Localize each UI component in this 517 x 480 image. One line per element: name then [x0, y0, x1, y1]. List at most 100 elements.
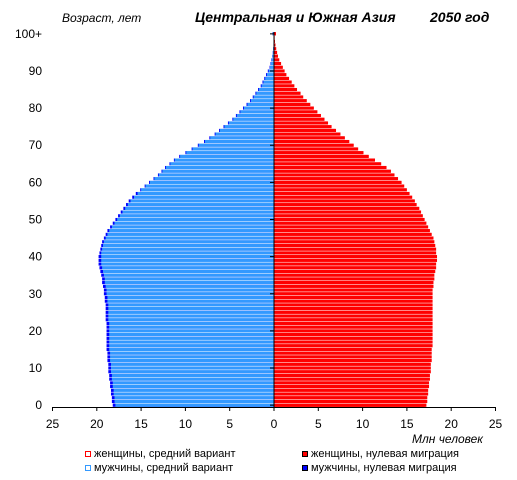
- legend-label-male-zero: мужчины, нулевая миграция: [311, 462, 457, 474]
- male-medium-bar: [104, 277, 274, 281]
- y-axis-label: Возраст, лет: [62, 11, 142, 25]
- female-medium-bar: [274, 98, 306, 103]
- male-medium-bar: [271, 58, 274, 62]
- female-medium-bar: [274, 184, 404, 188]
- male-medium-bar: [107, 295, 274, 300]
- male-medium-bar: [141, 188, 274, 192]
- male-medium-bar: [114, 399, 275, 404]
- x-tick-label: 15: [400, 417, 414, 431]
- male-medium-bar: [250, 98, 274, 103]
- male-medium-bar: [114, 221, 275, 225]
- female-medium-bar: [274, 191, 409, 196]
- male-medium-bar: [270, 65, 274, 69]
- legend-swatch-female-zero: [302, 451, 308, 457]
- female-medium-bar: [274, 329, 431, 333]
- male-medium-bar: [145, 184, 274, 188]
- female-medium-bar: [274, 121, 328, 125]
- male-medium-bar: [106, 288, 275, 292]
- legend-label-female-zero: женщины, нулевая миграция: [311, 448, 459, 460]
- female-medium-bar: [274, 358, 430, 363]
- male-medium-bar: [192, 147, 274, 151]
- legend-swatch-male-medium: [85, 465, 91, 471]
- chart-year: 2050 год: [430, 9, 490, 25]
- female-medium-bar: [274, 336, 431, 341]
- male-medium-bar: [198, 143, 274, 147]
- female-medium-bar: [274, 269, 434, 274]
- male-medium-bar: [113, 388, 274, 392]
- female-medium-bar: [274, 210, 421, 214]
- male-medium-bar: [109, 336, 274, 341]
- male-medium-bar: [107, 299, 274, 303]
- female-medium-bar: [274, 61, 281, 66]
- female-medium-bar: [274, 258, 436, 263]
- male-medium-bar: [101, 251, 274, 255]
- x-tick-label: 0: [271, 417, 278, 431]
- female-medium-bar: [274, 84, 294, 88]
- male-medium-bar: [215, 132, 274, 136]
- female-medium-bar: [274, 102, 310, 107]
- male-medium-bar: [106, 292, 275, 296]
- male-medium-bar: [270, 61, 274, 66]
- male-medium-bar: [210, 136, 274, 140]
- female-medium-bar: [274, 362, 430, 367]
- x-tick-label: 20: [90, 417, 104, 431]
- y-tick-label: 90: [29, 64, 43, 78]
- legend-item-female-medium: женщины, средний вариант: [85, 448, 236, 460]
- female-medium-bar: [274, 266, 435, 270]
- y-tick-label: 20: [29, 324, 43, 338]
- female-medium-bar: [274, 251, 435, 255]
- male-medium-bar: [109, 344, 274, 348]
- legend-item-male-zero: мужчины, нулевая миграция: [302, 462, 457, 474]
- female-medium-bar: [274, 388, 427, 392]
- male-medium-bar: [109, 321, 274, 326]
- male-medium-bar: [115, 403, 274, 407]
- male-medium-bar: [137, 191, 274, 196]
- female-medium-bar: [274, 50, 277, 55]
- x-tick-label: 5: [226, 417, 233, 431]
- male-medium-bar: [256, 91, 274, 95]
- female-medium-bar: [274, 106, 313, 110]
- female-medium-bar: [274, 295, 431, 300]
- female-medium-bar: [274, 332, 431, 337]
- male-medium-bar: [110, 358, 274, 363]
- legend-swatch-male-zero: [302, 465, 308, 471]
- male-medium-bar: [272, 54, 274, 58]
- male-medium-bar: [125, 206, 274, 211]
- male-medium-bar: [103, 273, 274, 277]
- female-medium-bar: [274, 162, 381, 166]
- y-tick-label: 0: [35, 398, 42, 412]
- female-medium-bar: [274, 139, 349, 144]
- male-medium-bar: [103, 269, 274, 274]
- female-medium-bar: [274, 236, 432, 240]
- female-medium-bar: [274, 217, 424, 222]
- male-medium-bar: [261, 84, 274, 88]
- female-medium-bar: [274, 150, 363, 155]
- female-medium-bar: [274, 143, 353, 147]
- axes: [52, 32, 496, 411]
- male-medium-bar: [102, 247, 274, 251]
- legend-item-female-zero: женщины, нулевая миграция: [302, 448, 459, 460]
- female-medium-bar: [274, 147, 358, 151]
- y-tick-label: 70: [29, 138, 43, 152]
- male-medium-bar: [228, 121, 274, 125]
- female-medium-bar: [274, 232, 431, 237]
- male-medium-bar: [108, 318, 275, 322]
- male-medium-bar: [104, 280, 274, 285]
- female-medium-bar: [274, 366, 430, 370]
- female-medium-bar: [274, 225, 428, 229]
- female-medium-bar: [274, 154, 368, 159]
- male-medium-bar: [110, 351, 274, 355]
- female-medium-bar: [274, 347, 430, 352]
- female-medium-bar: [274, 240, 433, 244]
- male-medium-bar: [110, 370, 274, 374]
- female-medium-bar: [274, 54, 278, 58]
- male-medium-bar: [109, 332, 274, 337]
- male-medium-bar: [101, 258, 274, 263]
- y-tick-label: 50: [29, 213, 43, 227]
- legend-label-female-medium: женщины, средний вариант: [94, 448, 236, 460]
- female-medium-bar: [274, 80, 291, 84]
- female-medium-bar: [274, 318, 431, 322]
- male-medium-bar: [101, 262, 274, 266]
- y-tick-label: 30: [29, 287, 43, 301]
